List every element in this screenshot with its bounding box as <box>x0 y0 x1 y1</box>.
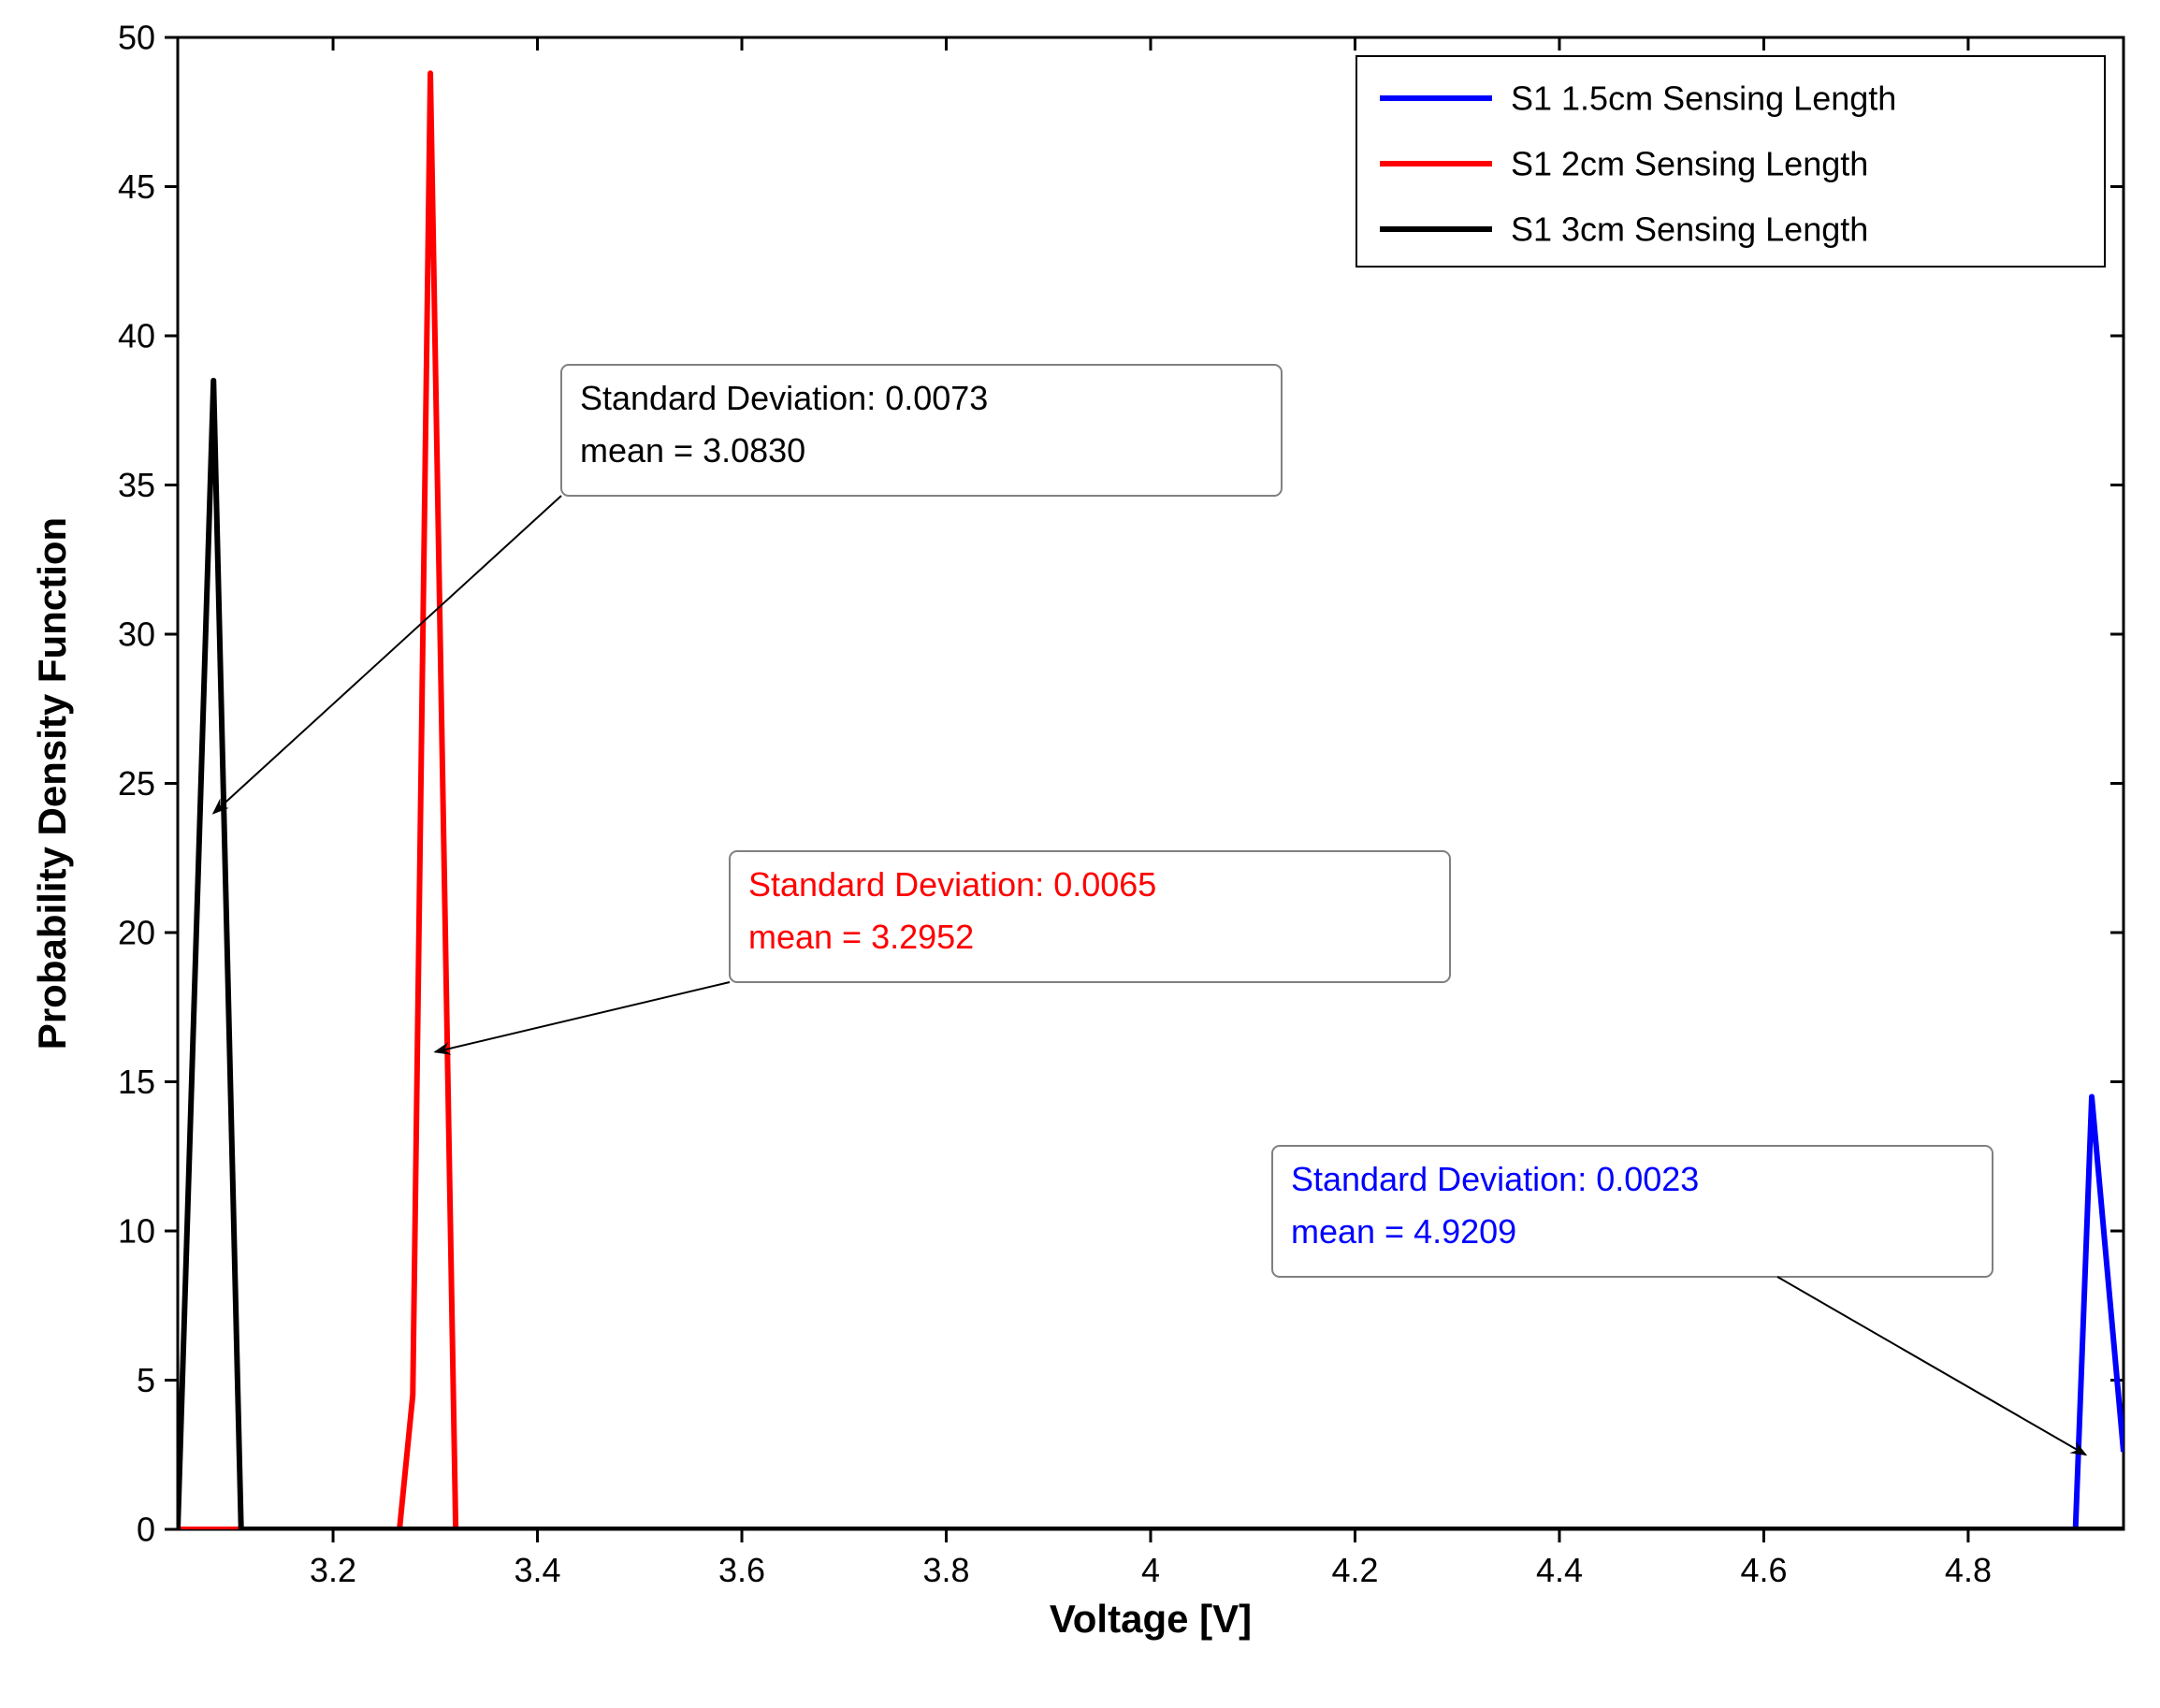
svg-text:5: 5 <box>137 1361 155 1399</box>
svg-text:4.8: 4.8 <box>1945 1551 1992 1589</box>
svg-text:4.4: 4.4 <box>1536 1551 1583 1589</box>
svg-text:S1 2cm Sensing Length: S1 2cm Sensing Length <box>1511 145 1868 183</box>
svg-text:35: 35 <box>118 466 155 504</box>
svg-text:50: 50 <box>118 19 155 57</box>
svg-text:20: 20 <box>118 914 155 952</box>
svg-text:30: 30 <box>118 615 155 654</box>
svg-text:mean = 3.2952: mean = 3.2952 <box>748 918 974 956</box>
svg-text:S1 3cm Sensing Length: S1 3cm Sensing Length <box>1511 210 1868 249</box>
chart-container: 3.2 3.4 3.6 3.8 4 4.2 4.4 4.6 4.8 0 5 10 15 20 25 30 35 4… <box>0 0 2160 1708</box>
svg-text:Standard Deviation: 0.0023: Standard Deviation: 0.0023 <box>1291 1160 1699 1198</box>
svg-text:3.2: 3.2 <box>310 1551 356 1589</box>
svg-text:mean = 3.0830: mean = 3.0830 <box>580 431 805 470</box>
svg-text:4: 4 <box>1141 1551 1160 1589</box>
svg-text:3.6: 3.6 <box>718 1551 765 1589</box>
svg-text:S1 1.5cm Sensing Length: S1 1.5cm Sensing Length <box>1511 80 1896 118</box>
svg-text:0: 0 <box>137 1511 155 1549</box>
svg-text:4.2: 4.2 <box>1331 1551 1378 1589</box>
svg-text:Voltage [V]: Voltage [V] <box>1050 1597 1252 1641</box>
pdf-line-chart: 3.2 3.4 3.6 3.8 4 4.2 4.4 4.6 4.8 0 5 10 15 20 25 30 35 4… <box>0 0 2160 1708</box>
svg-text:Standard Deviation: 0.0065: Standard Deviation: 0.0065 <box>748 865 1156 904</box>
svg-text:mean = 4.9209: mean = 4.9209 <box>1291 1212 1516 1251</box>
svg-text:Standard Deviation: 0.0073: Standard Deviation: 0.0073 <box>580 379 988 417</box>
svg-text:10: 10 <box>118 1212 155 1251</box>
svg-text:15: 15 <box>118 1063 155 1101</box>
svg-text:3.8: 3.8 <box>922 1551 969 1589</box>
svg-text:Probability Density Function: Probability Density Function <box>30 517 74 1049</box>
svg-text:3.4: 3.4 <box>515 1551 561 1589</box>
svg-text:40: 40 <box>118 317 155 355</box>
svg-text:4.6: 4.6 <box>1740 1551 1787 1589</box>
svg-text:45: 45 <box>118 167 155 206</box>
svg-text:25: 25 <box>118 764 155 803</box>
